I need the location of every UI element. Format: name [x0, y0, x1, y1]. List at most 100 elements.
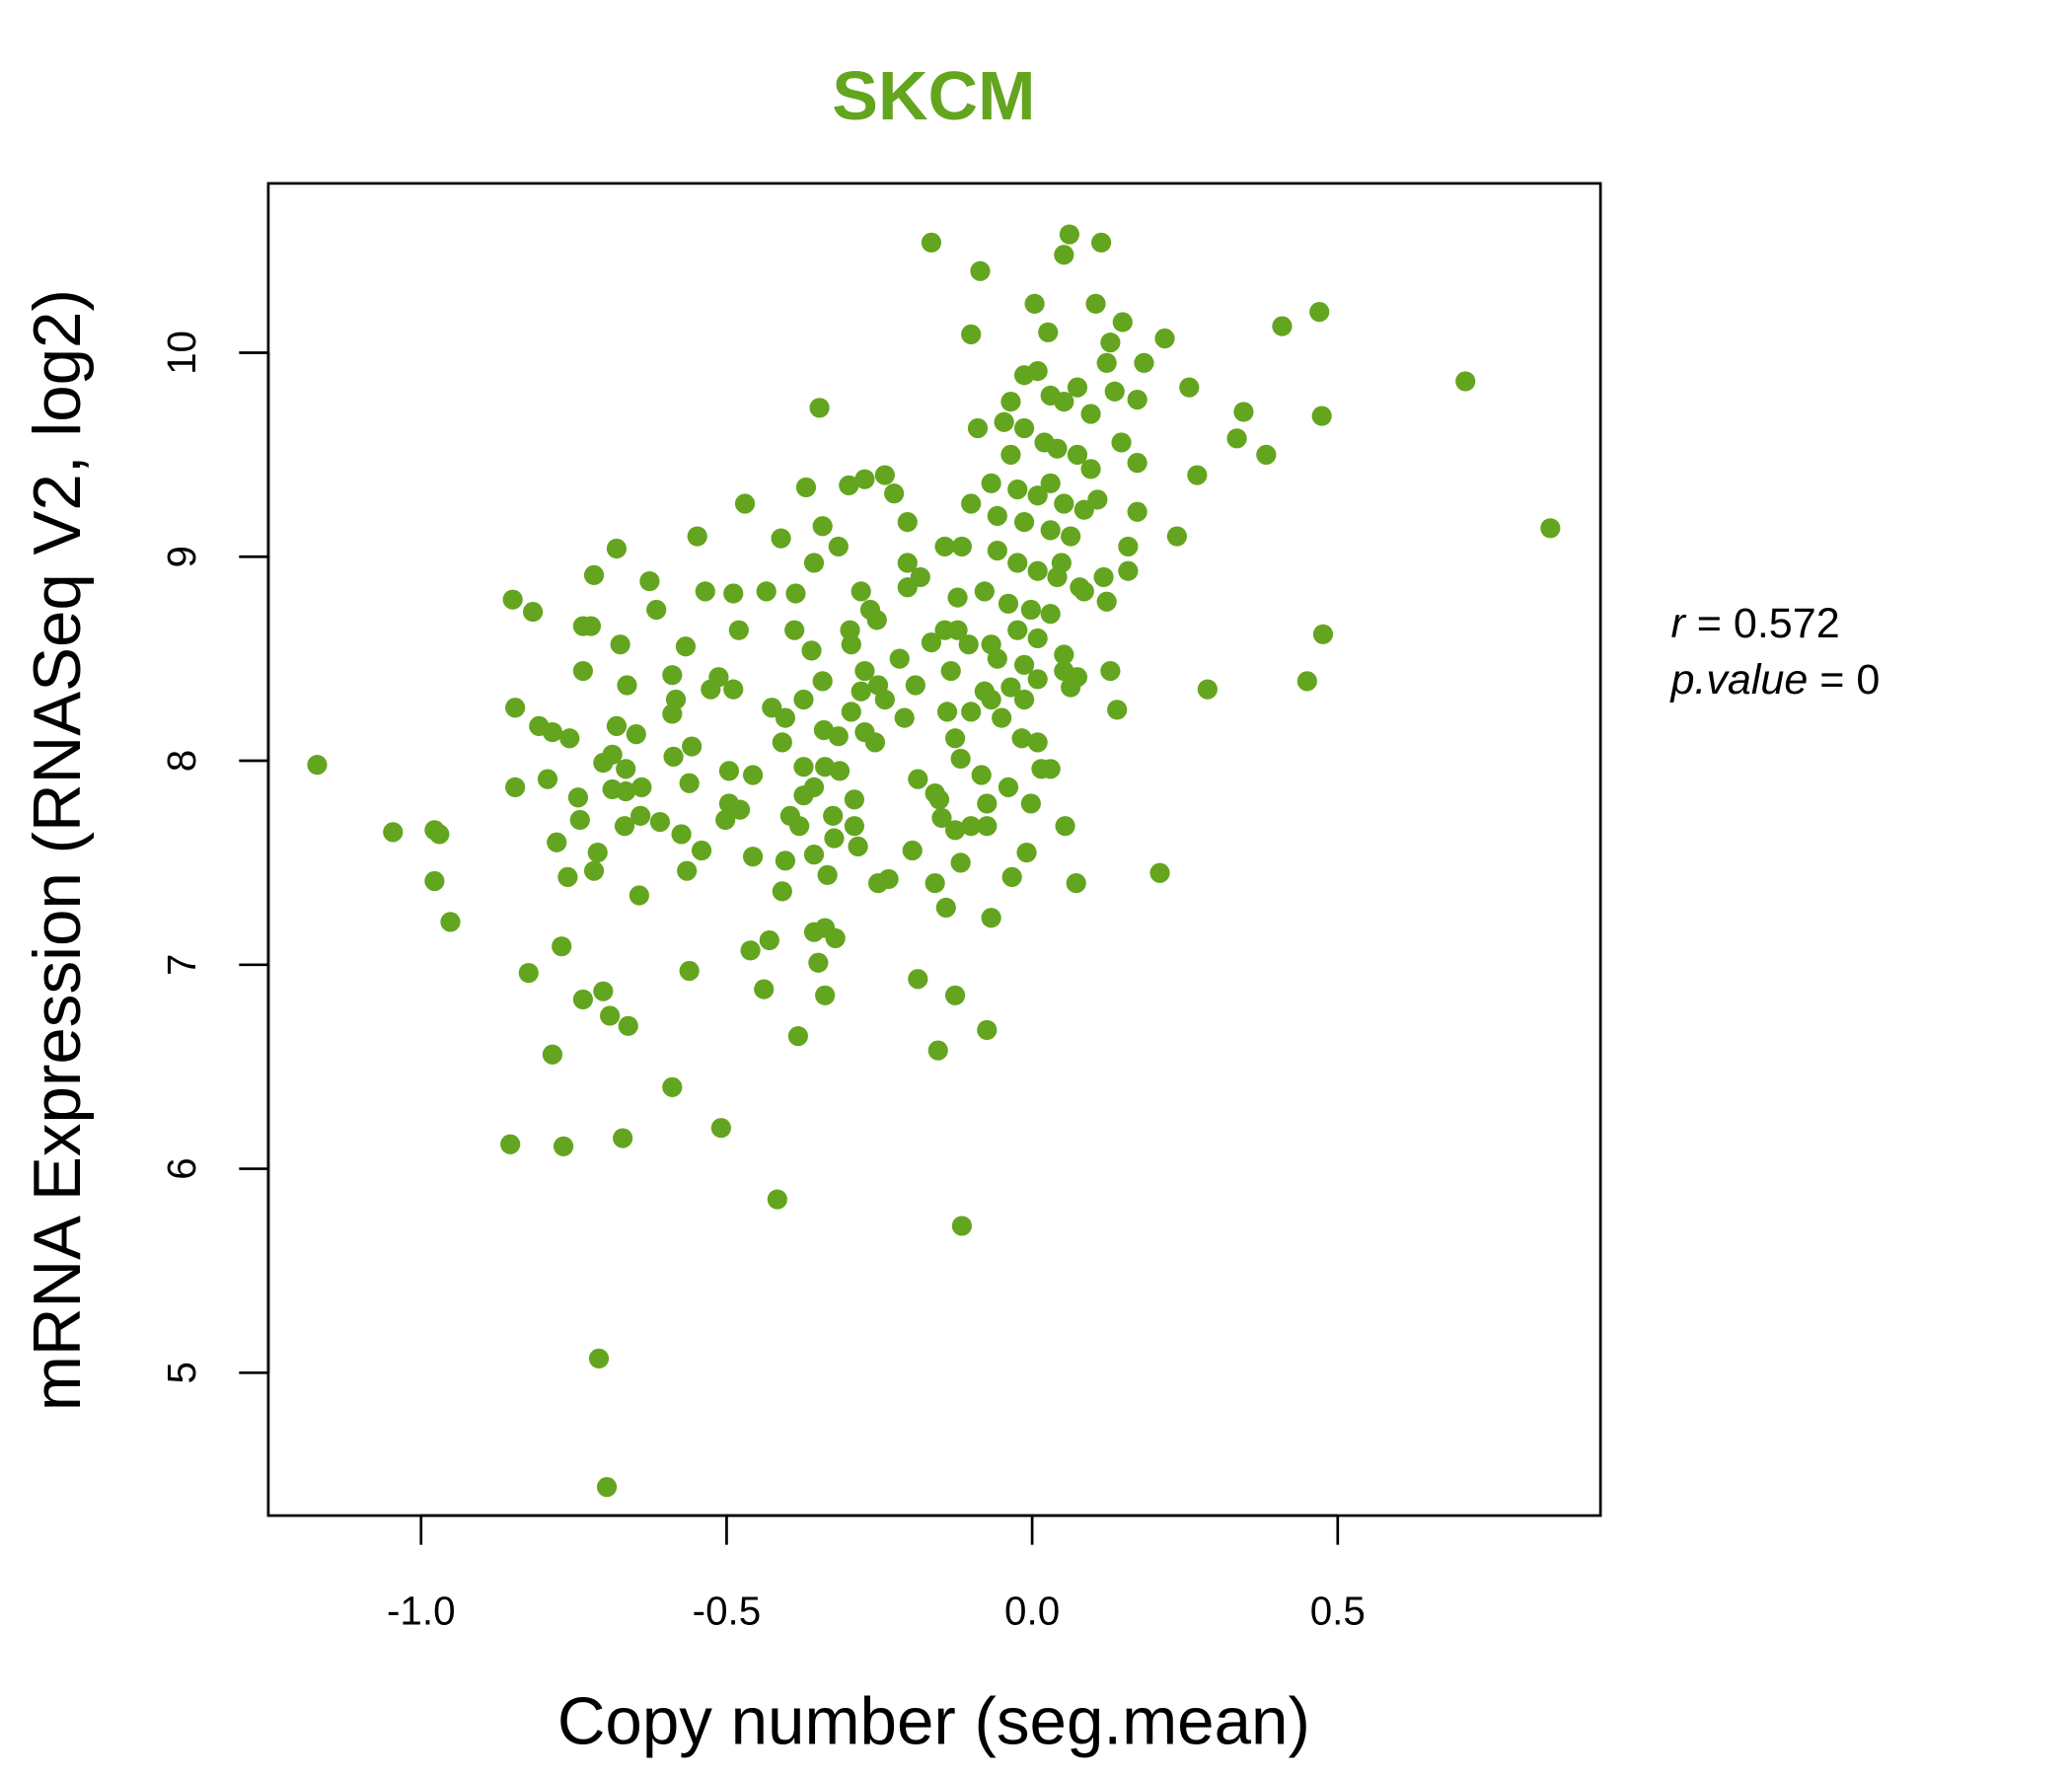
data-point	[1100, 660, 1121, 682]
r-value: = 0.572	[1697, 600, 1840, 647]
plot-frame	[266, 182, 1602, 1517]
y-tick-label: 8	[159, 750, 204, 772]
data-point	[851, 681, 871, 702]
data-point	[981, 908, 1001, 928]
data-point	[542, 1044, 563, 1065]
data-point	[580, 616, 602, 636]
data-point	[600, 1005, 621, 1026]
data-point	[934, 620, 955, 640]
data-point	[1059, 224, 1079, 245]
data-point	[1007, 553, 1028, 573]
data-point	[649, 811, 671, 833]
data-point	[908, 969, 928, 990]
data-point	[602, 744, 623, 765]
data-point	[1054, 493, 1074, 514]
data-point	[440, 912, 461, 932]
data-point	[840, 620, 860, 640]
data-point	[1085, 293, 1106, 314]
data-point	[958, 634, 979, 655]
data-point	[1013, 689, 1035, 710]
data-point	[569, 809, 590, 831]
data-point	[606, 715, 628, 736]
data-point	[1027, 628, 1048, 649]
data-point	[1111, 432, 1132, 453]
data-point	[639, 570, 660, 592]
data-point	[740, 940, 761, 961]
data-point	[897, 512, 918, 533]
data-point	[1027, 485, 1048, 506]
data-point	[613, 1128, 633, 1148]
data-point	[936, 702, 958, 722]
data-point	[947, 587, 968, 608]
data-point	[1197, 679, 1218, 700]
data-point	[889, 648, 910, 669]
data-point	[951, 536, 972, 557]
data-point	[803, 553, 825, 573]
data-point	[614, 816, 635, 837]
data-point	[1013, 417, 1035, 439]
data-point	[951, 1216, 972, 1236]
y-tick-label: 7	[159, 954, 204, 976]
data-point	[809, 398, 830, 418]
data-point	[626, 724, 646, 745]
data-point	[1187, 465, 1208, 485]
data-point	[1040, 604, 1061, 625]
data-point	[1027, 732, 1048, 753]
data-point	[1272, 316, 1293, 336]
data-point	[1309, 302, 1330, 323]
data-point	[1040, 759, 1061, 779]
data-point	[518, 962, 539, 984]
data-point	[1118, 560, 1139, 581]
data-point	[841, 634, 861, 655]
data-point	[547, 832, 567, 852]
data-point	[1067, 377, 1088, 398]
data-point	[1040, 520, 1061, 541]
y-tick-label: 9	[159, 546, 204, 567]
data-point	[905, 675, 925, 696]
data-point	[1154, 328, 1175, 349]
data-point	[967, 417, 989, 439]
data-point	[908, 769, 928, 789]
data-point	[878, 868, 899, 890]
data-point	[1127, 453, 1147, 474]
data-point	[587, 842, 608, 863]
data-point	[854, 469, 875, 489]
data-point	[631, 777, 652, 797]
data-point	[1054, 392, 1074, 412]
data-point	[925, 872, 945, 894]
data-point	[630, 805, 651, 826]
data-point	[931, 807, 952, 829]
data-point	[1020, 793, 1041, 814]
data-point	[383, 822, 404, 843]
data-point	[1080, 459, 1101, 480]
data-point	[987, 648, 1007, 669]
data-point	[977, 816, 998, 837]
x-axis: -1.0 -0.5 0.0 0.5	[387, 1514, 1366, 1633]
data-point	[808, 952, 829, 973]
data-point	[950, 852, 971, 873]
data-point	[987, 505, 1007, 526]
data-point	[502, 589, 523, 610]
data-point	[987, 540, 1007, 561]
data-point	[500, 1134, 521, 1154]
data-point	[998, 593, 1019, 614]
data-point	[961, 816, 982, 837]
data-point	[424, 870, 445, 892]
data-point	[606, 538, 628, 559]
data-point	[981, 473, 1001, 493]
data-point	[1066, 872, 1086, 894]
data-point	[829, 761, 851, 781]
data-point	[828, 726, 849, 747]
x-tick-label: 0.0	[1004, 1588, 1060, 1633]
r-annotation: r = 0.572	[1670, 600, 1839, 647]
data-point	[695, 581, 715, 602]
data-point	[1000, 677, 1021, 698]
data-point	[994, 411, 1014, 432]
data-point	[1000, 444, 1021, 465]
data-point	[723, 583, 744, 604]
data-point	[793, 689, 814, 710]
data-point	[742, 765, 764, 785]
data-point	[864, 732, 886, 753]
data-point	[1047, 566, 1068, 588]
data-point	[1256, 444, 1277, 465]
